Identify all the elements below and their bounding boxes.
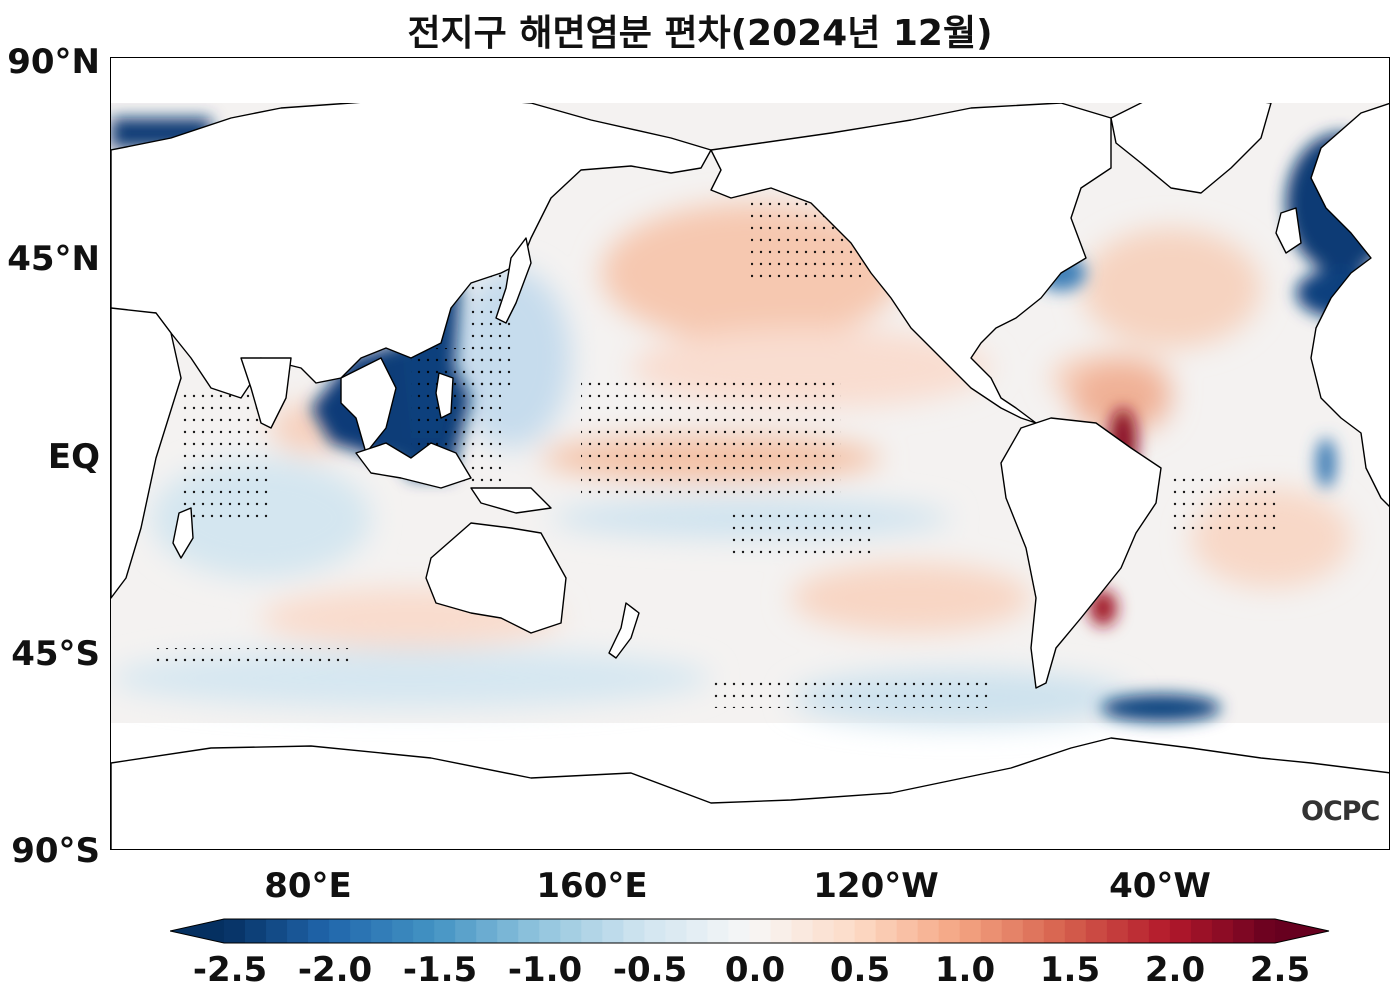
colorbar-tick-label: -1.5 — [402, 950, 478, 990]
colorbar-tick-label: -0.5 — [612, 950, 688, 990]
land-masses — [111, 95, 1389, 849]
madagascar-coastline — [172, 507, 194, 559]
colorbar-cell — [392, 919, 414, 943]
north-america-coastline — [710, 102, 1112, 424]
antarctica-coastline — [111, 737, 1389, 849]
x-tick-label: 120°W — [813, 866, 939, 906]
map-plot-area: OCPC — [110, 57, 1390, 850]
y-tick-label: 45°S — [11, 634, 100, 674]
colorbar-cell — [350, 919, 372, 943]
indonesia-coastline — [355, 442, 472, 489]
colorbar-cell — [896, 919, 919, 943]
india-coastline — [240, 357, 292, 429]
colorbar-cell — [791, 919, 814, 943]
colorbar-cell — [770, 919, 793, 943]
colorbar-cell — [875, 919, 898, 943]
colorbar-cell — [1043, 919, 1066, 943]
y-tick-label: 90°N — [7, 42, 100, 82]
uk-coastline — [1275, 207, 1302, 254]
colorbar-tick-label: 1.0 — [934, 950, 996, 990]
colorbar-cell — [1253, 919, 1276, 943]
colorbar-cell — [539, 919, 561, 943]
colorbar-cell — [665, 919, 687, 943]
colorbar-cell — [224, 919, 246, 943]
colorbar-cell — [413, 919, 435, 943]
colorbar-tick-label: -1.0 — [507, 950, 583, 990]
colorbar-cell — [1106, 919, 1129, 943]
colorbar-cell — [686, 919, 708, 943]
colorbar-cell — [1085, 919, 1108, 943]
y-tick-label: EQ — [47, 437, 100, 477]
colorbar-tick-label: -2.5 — [192, 950, 268, 990]
eurasia-coastline — [111, 95, 712, 399]
colorbar-cell — [812, 919, 835, 943]
colorbar-tick-label: 2.0 — [1144, 950, 1206, 990]
colorbar-cell — [1022, 919, 1045, 943]
colorbar-cell — [1064, 919, 1087, 943]
colorbar-cell — [518, 919, 540, 943]
colorbar-cell — [644, 919, 666, 943]
colorbar-cell — [581, 919, 603, 943]
y-tick-label: 45°N — [7, 239, 100, 279]
colorbar-cell — [371, 919, 393, 943]
south-america-coastline — [1000, 417, 1162, 689]
map-title: 전지구 해면염분 편차(2024년 12월) — [407, 13, 993, 54]
colorbar-cell — [728, 919, 750, 943]
australia-coastline — [425, 522, 567, 634]
colorbar-cell — [623, 919, 645, 943]
colorbar-cell — [1190, 919, 1213, 943]
salinity-anomaly-map — [111, 58, 1389, 849]
colorbar-cell — [1148, 919, 1171, 943]
colorbar-tick-label: 0.0 — [724, 950, 786, 990]
colorbar-cell — [938, 919, 961, 943]
colorbar-extend-low — [170, 919, 224, 943]
colorbar — [170, 918, 1330, 944]
colorbar-cell — [917, 919, 940, 943]
colorbar-tick-label: 2.5 — [1249, 950, 1311, 990]
colorbar-cell — [266, 919, 288, 943]
colorbar-cell — [1232, 919, 1255, 943]
ocpc-logo: OCPC — [1301, 796, 1380, 827]
africa-coastline — [111, 307, 182, 599]
europe-east-coastline — [1310, 102, 1389, 507]
colorbar-extend-high — [1275, 919, 1329, 943]
x-tick-label: 80°E — [264, 866, 352, 906]
colorbar-tick-label: 1.5 — [1039, 950, 1101, 990]
colorbar-cell — [497, 919, 519, 943]
colorbar-cell — [833, 919, 856, 943]
japan-coastline — [495, 237, 532, 324]
colorbar-cell — [1127, 919, 1150, 943]
colorbar-cells — [170, 919, 1329, 943]
colorbar-cell — [455, 919, 477, 943]
new-guinea-coastline — [470, 487, 552, 514]
colorbar-cell — [308, 919, 330, 943]
new-zealand-coastline — [608, 602, 640, 659]
colorbar-cell — [854, 919, 877, 943]
colorbar-cell — [980, 919, 1003, 943]
colorbar-cell — [434, 919, 456, 943]
colorbar-outline — [170, 918, 1330, 944]
colorbar-cell — [959, 919, 982, 943]
colorbar-cell — [1211, 919, 1234, 943]
colorbar-cell — [329, 919, 351, 943]
colorbar-tick-label: 0.5 — [829, 950, 891, 990]
colorbar-tick-label: -2.0 — [297, 950, 373, 990]
colorbar-cell — [245, 919, 267, 943]
indochina-coastline — [340, 357, 397, 454]
x-tick-label: 40°W — [1109, 866, 1211, 906]
colorbar-cell — [1001, 919, 1024, 943]
colorbar-cell — [287, 919, 309, 943]
colorbar-cell — [749, 919, 772, 943]
y-tick-label: 90°S — [11, 831, 100, 871]
colorbar-cell — [707, 919, 729, 943]
x-tick-label: 160°E — [536, 866, 648, 906]
philippines-coastline — [435, 372, 454, 419]
colorbar-cell — [602, 919, 624, 943]
colorbar-cell — [1169, 919, 1192, 943]
colorbar-cell — [476, 919, 498, 943]
significance-stippling — [151, 198, 1281, 708]
colorbar-cell — [560, 919, 582, 943]
